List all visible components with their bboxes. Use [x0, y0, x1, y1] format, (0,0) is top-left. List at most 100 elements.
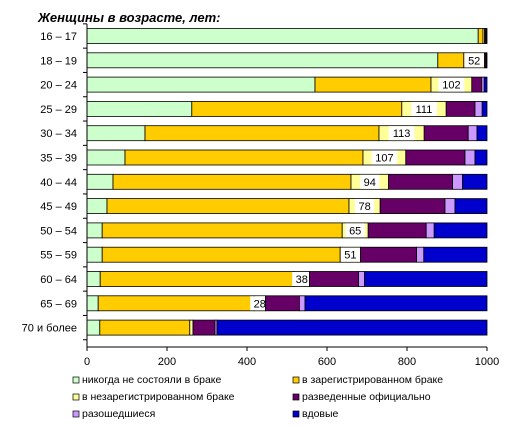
category-label: 20 – 24: [40, 80, 77, 92]
legend-swatch: [292, 410, 300, 418]
data-label-bg: [355, 199, 375, 214]
bar-segment: [364, 271, 488, 287]
category-label: 60 – 64: [40, 274, 77, 286]
x-tick-label: 0: [84, 356, 90, 368]
bar-segment: [124, 149, 364, 166]
bar-segment: [474, 101, 483, 117]
legend-swatch: [72, 393, 80, 401]
bar-segment: [367, 222, 427, 239]
bar-segment: [416, 246, 425, 263]
legend-label: никогда не состояли в браке: [82, 374, 221, 386]
bar-segment: [99, 319, 191, 336]
bar-segment: [216, 319, 488, 336]
category-label: 65 – 69: [40, 298, 77, 310]
bar-segment: [106, 198, 350, 215]
bar-segment: [425, 222, 435, 239]
legend-swatch: [292, 376, 300, 384]
bar-segment: [86, 295, 99, 312]
data-label-bg: [388, 126, 415, 141]
bar-segment: [86, 28, 479, 44]
data-label: 107: [375, 153, 393, 165]
bar-segment: [99, 271, 295, 287]
bar-segment: [86, 149, 126, 166]
bar-segment: [304, 295, 488, 312]
bar-segment: [483, 76, 488, 93]
bar-segment: [485, 28, 488, 44]
data-label: 65: [349, 225, 361, 237]
legend-label: в зарегистрированном браке: [302, 374, 443, 386]
category-label: 35 – 39: [40, 153, 77, 165]
bar-segment: [379, 198, 446, 215]
bar-segment: [86, 52, 439, 69]
bar-segment: [308, 271, 359, 287]
data-label: 102: [442, 80, 460, 92]
x-tick-label: 800: [398, 356, 416, 368]
bar-segment: [192, 319, 216, 336]
bar-segment: [86, 101, 193, 117]
legend-label: разведенные официально: [302, 391, 431, 403]
category-label: 45 – 49: [40, 201, 77, 213]
data-label: 111: [416, 104, 433, 116]
category-label: 50 – 54: [40, 225, 77, 237]
data-label: 113: [393, 128, 411, 140]
bar-segment: [444, 198, 456, 215]
bar-segment: [481, 101, 488, 117]
bar-segment: [101, 222, 343, 239]
bar-segment: [476, 125, 488, 142]
category-label: 30 – 34: [40, 128, 77, 140]
data-label: 52: [468, 55, 480, 67]
bar-segment: [191, 101, 403, 117]
legend-label: в незарегистрированном браке: [82, 391, 235, 403]
data-label-bg: [438, 77, 465, 92]
data-label: 78: [358, 201, 370, 213]
legend-swatch: [72, 376, 80, 384]
bar-segment: [86, 319, 101, 336]
data-label-bg: [371, 150, 398, 165]
category-label: 18 – 19: [40, 55, 77, 67]
bar-segment: [264, 295, 300, 312]
data-label-bg: [292, 272, 312, 286]
bar-segment: [477, 28, 484, 44]
x-tick-label: 1000: [475, 356, 499, 368]
legend-label: разошедшиеся: [82, 408, 155, 420]
bar-segment: [437, 52, 465, 69]
bar-segment: [474, 149, 488, 166]
category-label: 55 – 59: [40, 250, 77, 262]
bar-segment: [144, 125, 380, 142]
data-label-bg: [360, 174, 380, 189]
x-tick-label: 600: [318, 356, 336, 368]
data-label-bg: [250, 296, 270, 311]
category-label: 25 – 29: [40, 104, 77, 116]
bar-segment: [454, 198, 488, 215]
bar-segment: [101, 246, 341, 263]
chart-title: Женщины в возрасте, лет:: [37, 10, 220, 25]
data-label-bg: [345, 223, 365, 238]
bar-segment: [467, 125, 478, 142]
bar-segment: [423, 246, 488, 263]
bar-segment: [189, 319, 194, 336]
bar-segment: [388, 173, 454, 190]
bar-segment: [405, 149, 466, 166]
plot-area: 16 – 17 18 – 19 52 20 – 24 102 25 – 29 111 30 –…: [22, 23, 499, 368]
bar-segment: [445, 101, 476, 117]
x-tick-label: 200: [158, 356, 176, 368]
bar-segment: [433, 222, 488, 239]
legend: никогда не состояли в браке в зарегистрир…: [72, 374, 443, 420]
bar-segment: [97, 295, 255, 312]
bar-segment: [423, 125, 469, 142]
data-label-bg: [340, 247, 360, 262]
bar-segment: [86, 222, 103, 239]
category-label: 70 и более: [22, 323, 77, 335]
bar-segment: [471, 76, 483, 93]
legend-swatch: [292, 393, 300, 401]
bar-segment: [86, 198, 108, 215]
bar-segment: [358, 271, 366, 287]
data-label: 94: [364, 177, 376, 189]
bar-segment: [298, 295, 306, 312]
bar-segment: [314, 76, 432, 93]
legend-swatch: [72, 410, 80, 418]
legend-label: вдовые: [302, 408, 339, 420]
bar-segment: [86, 271, 101, 287]
bar-segment: [452, 173, 464, 190]
